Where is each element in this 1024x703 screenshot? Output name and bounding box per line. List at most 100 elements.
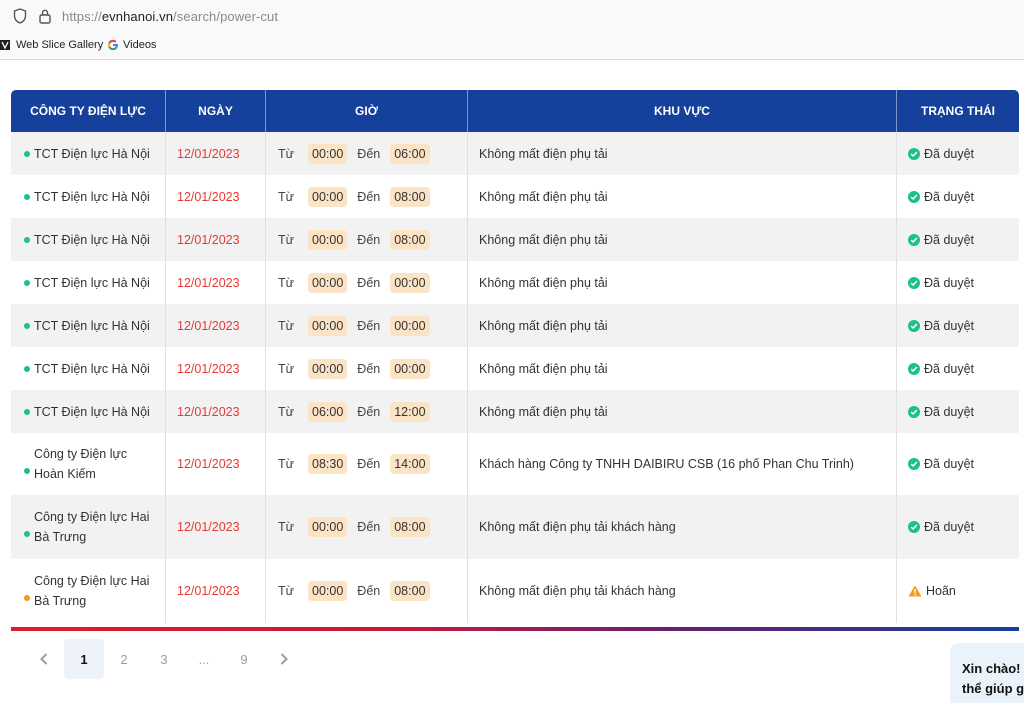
prev-page-button[interactable] — [24, 639, 64, 679]
chat-prompt: thể giúp g — [962, 681, 1024, 696]
area-text: Không mất điện phụ tải — [479, 275, 608, 290]
date-text: 12/01/2023 — [177, 146, 240, 161]
chat-greeting: Xin chào! — [962, 661, 1021, 676]
cell-date: 12/01/2023 — [166, 218, 266, 261]
check-circle-icon — [908, 276, 920, 289]
shield-icon[interactable] — [13, 8, 27, 24]
from-label: Từ — [278, 189, 295, 204]
cell-area: Khách hàng Công ty TNHH DAIBIRU CSB (16 … — [468, 433, 897, 495]
date-text: 12/01/2023 — [177, 189, 240, 204]
bookmark-label: Videos — [123, 39, 157, 51]
check-circle-icon — [908, 362, 920, 375]
address-bar: https://evnhanoi.vn/search/power-cut — [0, 0, 1024, 33]
check-circle-icon — [908, 521, 920, 533]
to-time-pill: 08:00 — [390, 581, 430, 601]
to-label: Đến — [357, 584, 381, 598]
status-text: Hoãn — [926, 584, 956, 598]
cell-area: Không mất điện phụ tải khách hàng — [468, 559, 897, 623]
lock-icon[interactable] — [38, 8, 52, 24]
table-row: Công ty Điện lực Hai Bà Trưng 12/01/2023 T… — [11, 559, 1019, 623]
status-dot — [24, 468, 30, 474]
company-name: Công ty Điện lực Hai Bà Trưng — [34, 574, 150, 608]
area-text: Không mất điện phụ tải khách hàng — [479, 584, 676, 598]
company-name: TCT Điện lực Hà Nội — [34, 318, 150, 333]
to-time-pill: 08:00 — [390, 229, 430, 250]
status-text: Đã duyệt — [924, 232, 975, 247]
header-status: TRẠNG THÁI — [921, 104, 995, 118]
company-name: Công ty Điện lực Hai Bà Trưng — [34, 510, 150, 544]
url-field[interactable]: https://evnhanoi.vn/search/power-cut — [62, 9, 278, 24]
header-company: CÔNG TY ĐIỆN LỰC — [11, 90, 166, 132]
from-time-pill: 00:00 — [308, 358, 348, 379]
cell-status: Đã duyệt — [897, 433, 1019, 495]
bookmark-web-slice-gallery[interactable]: Web Slice Gallery — [0, 39, 103, 51]
date-text: 12/01/2023 — [177, 232, 240, 247]
bookmark-videos[interactable]: Videos — [107, 39, 156, 51]
cell-date: 12/01/2023 — [166, 304, 266, 347]
status-dot — [24, 150, 30, 157]
page-button-3[interactable]: 3 — [160, 651, 168, 667]
from-label: Từ — [278, 146, 295, 161]
area-text: Không mất điện phụ tải — [479, 361, 608, 376]
to-time-pill: 12:00 — [390, 401, 430, 422]
check-circle-icon — [908, 233, 920, 246]
table-row: TCT Điện lực Hà Nội 12/01/2023 Từ 00:00 Đến 0… — [11, 132, 1019, 175]
cell-status: Đã duyệt — [897, 304, 1019, 347]
status-badge: Hoãn — [908, 584, 956, 598]
cell-time: Từ 00:00 Đến 08:00 — [266, 218, 468, 261]
cell-time: Từ 08:30 Đến 14:00 — [266, 433, 468, 495]
cell-date: 12/01/2023 — [166, 347, 266, 390]
chevron-right-icon — [280, 653, 288, 665]
status-dot — [24, 279, 30, 286]
status-dot — [24, 365, 30, 372]
from-label: Từ — [278, 584, 295, 598]
page-button-9[interactable]: 9 — [240, 651, 248, 667]
date-text: 12/01/2023 — [177, 275, 240, 290]
from-time-pill: 06:00 — [308, 401, 348, 422]
company-name: TCT Điện lực Hà Nội — [34, 404, 150, 419]
to-time-pill: 00:00 — [390, 272, 430, 293]
date-text: 12/01/2023 — [177, 584, 240, 598]
table-header: CÔNG TY ĐIỆN LỰC NGÀY GIỜ KHU VỰC TRẠNG … — [11, 90, 1019, 132]
to-time-pill: 14:00 — [390, 454, 430, 474]
cell-status: Đã duyệt — [897, 495, 1019, 559]
cell-company: TCT Điện lực Hà Nội — [11, 390, 166, 433]
to-time-pill: 00:00 — [390, 315, 430, 336]
status-text: Đã duyệt — [924, 146, 975, 161]
cell-status: Đã duyệt — [897, 261, 1019, 304]
date-text: 12/01/2023 — [177, 457, 240, 471]
header-date: NGÀY — [166, 90, 266, 132]
cell-time: Từ 00:00 Đến 08:00 — [266, 495, 468, 559]
to-label: Đến — [357, 189, 381, 204]
cell-status: Đã duyệt — [897, 347, 1019, 390]
bookmark-label: Web Slice Gallery — [16, 39, 104, 51]
area-text: Không mất điện phụ tải khách hàng — [479, 520, 676, 534]
cell-time: Từ 00:00 Đến 00:00 — [266, 304, 468, 347]
cell-area: Không mất điện phụ tải — [468, 132, 897, 175]
area-text: Không mất điện phụ tải — [479, 146, 608, 161]
status-text: Đã duyệt — [924, 520, 975, 534]
page-button-2[interactable]: 2 — [120, 651, 128, 667]
cell-time: Từ 06:00 Đến 12:00 — [266, 390, 468, 433]
from-label: Từ — [278, 457, 295, 471]
status-text: Đã duyệt — [924, 189, 975, 204]
next-page-button[interactable] — [264, 639, 304, 679]
header-time: GIỜ — [266, 90, 468, 132]
check-circle-icon — [908, 147, 920, 160]
cell-status: Đã duyệt — [897, 175, 1019, 218]
table-row: Công ty Điện lực Hai Bà Trưng 12/01/2023 T… — [11, 495, 1019, 559]
company-name: Công ty Điện lực Hoàn Kiếm — [34, 447, 128, 481]
cell-area: Không mất điện phụ tải khách hàng — [468, 495, 897, 559]
status-dot — [24, 193, 30, 200]
chat-widget[interactable]: Xin chào! thể giúp g — [950, 643, 1024, 703]
area-text: Không mất điện phụ tải — [479, 232, 608, 247]
page-button-1[interactable]: 1 — [64, 639, 104, 679]
from-time-pill: 00:00 — [308, 315, 348, 336]
to-label: Đến — [357, 361, 381, 376]
web-slice-icon — [0, 40, 10, 50]
status-dot — [24, 595, 30, 601]
status-dot — [24, 408, 30, 415]
cell-area: Không mất điện phụ tải — [468, 175, 897, 218]
status-text: Đã duyệt — [924, 361, 975, 376]
from-label: Từ — [278, 520, 295, 534]
